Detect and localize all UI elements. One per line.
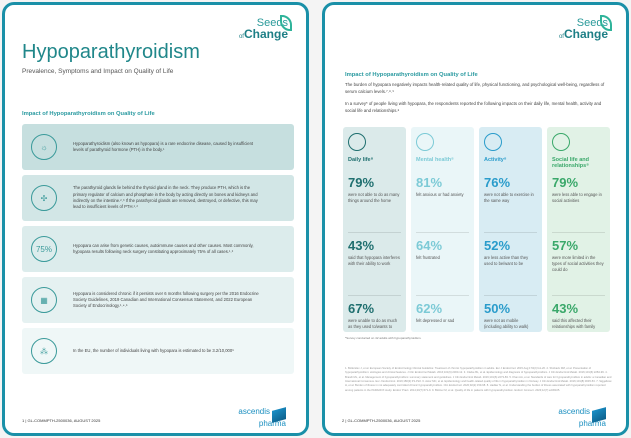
- logo-line2: Change: [243, 26, 288, 41]
- stat-description: were unable to do as much as they used t…: [348, 318, 398, 330]
- percent-icon: 75%: [31, 236, 57, 262]
- impact-column: Activity⁸ 76% were not able to exercise in…: [479, 127, 542, 332]
- stat-description: were less able to engage in social activ…: [552, 192, 602, 204]
- card-text: The parathyroid glands lie behind the th…: [73, 185, 258, 210]
- logo-of: of: [238, 33, 244, 40]
- stat: 67% were unable to do as much as they use…: [348, 301, 401, 359]
- column-label: Mental health⁸: [416, 157, 454, 163]
- column-label: Daily life⁸: [348, 157, 374, 163]
- ascendis-pharma-logo: ascendis pharma: [558, 407, 606, 429]
- survey-footnote: *Survey conducted on 42 adults with hypo…: [345, 336, 422, 340]
- stat: 50% were not as mobile (including ability…: [484, 301, 537, 359]
- lightbulb-icon: ☼: [31, 134, 57, 160]
- impact-column: Daily life⁸ 79% were not able to do as man…: [343, 127, 406, 332]
- stat-percent: 64%: [416, 238, 443, 253]
- stat-description: were not able to do as many things aroun…: [348, 192, 400, 204]
- logo-line1: Seeds: [576, 17, 608, 29]
- page-title: Hypoparathyroidism: [22, 41, 200, 63]
- impact-column: Mental health⁸ 81% felt anxious or had anx…: [411, 127, 474, 332]
- stat: 76% were not able to exercise in the same…: [484, 175, 537, 233]
- card-text: Hypoparathyroidism (also known as hypopa…: [73, 140, 254, 152]
- person-at-desk-icon: [348, 133, 366, 151]
- intro-paragraph: The burden of hypopara negatively impact…: [345, 82, 605, 94]
- stat-description: felt depressed or sad: [416, 318, 455, 323]
- info-card: ▦ Hypopara is considered chronic if it pe…: [22, 277, 294, 323]
- eu-stars-icon: ⁂: [31, 338, 57, 364]
- leaf-icon: [280, 15, 292, 31]
- section-heading: Impact of Hypoparathyroidism on Quality …: [22, 111, 155, 117]
- stat-percent: 76%: [484, 175, 511, 190]
- stat-percent: 52%: [484, 238, 511, 253]
- column-label: Activity⁸: [484, 157, 507, 163]
- info-card: ⁂ In the EU, the number of individuals li…: [22, 328, 294, 374]
- seeds-of-change-logo: Seeds ofChange: [236, 15, 292, 41]
- info-card: 75% Hypopara can arise from genetic cause…: [22, 226, 294, 272]
- survey-paragraph: In a survey* of people living with hypop…: [345, 101, 602, 113]
- logo-of: of: [558, 33, 564, 40]
- stat-description: felt anxious or had anxiety: [416, 192, 464, 197]
- page-1: Seeds ofChange Hypoparathyroidism Prevale…: [2, 2, 309, 436]
- ascendis-pharma-logo: ascendis pharma: [238, 407, 286, 429]
- page-footer: 2 | GL-COMMPTH-2500036, AUGUST 2025: [342, 418, 421, 423]
- card-text: Hypopara can arise from genetic causes, …: [73, 242, 254, 254]
- calendar-icon: ▦: [31, 287, 57, 313]
- stat: 52% are less active than they used to be/…: [484, 238, 537, 296]
- leaf-icon: [600, 15, 612, 31]
- column-label: Social life and relationships⁸: [552, 157, 589, 169]
- logo-line1: Seeds: [256, 17, 288, 29]
- body-icon: [484, 133, 502, 151]
- info-card: ☼ Hypoparathyroidism (also known as hypop…: [22, 124, 294, 170]
- seeds-of-change-logo: Seeds ofChange: [556, 15, 612, 41]
- stat-percent: 62%: [416, 301, 443, 316]
- section-heading: Impact of Hypoparathyroidism on Quality …: [345, 72, 478, 78]
- stat: 64% felt frustrated: [416, 238, 469, 296]
- references: 1. Bollerslev J, et al. European Society…: [345, 367, 612, 392]
- stat: 62% felt depressed or sad: [416, 301, 469, 359]
- head-brain-icon: [416, 133, 434, 151]
- stat-percent: 67%: [348, 301, 375, 316]
- stat: 43% said this affected their relationship…: [552, 301, 605, 359]
- stat: 81% felt anxious or had anxiety: [416, 175, 469, 233]
- stat-description: were more limited in the types of social…: [552, 255, 604, 273]
- brand-line1: ascendis: [238, 407, 270, 417]
- page-subtitle: Prevalence, Symptoms and Impact on Quali…: [22, 68, 174, 75]
- heart-icon: [552, 133, 570, 151]
- impact-column: Social life and relationships⁸ 79% were le…: [547, 127, 610, 332]
- stat-percent: 50%: [484, 301, 511, 316]
- stat-percent: 79%: [348, 175, 375, 190]
- stat-description: said this affected their relationships w…: [552, 318, 596, 330]
- brand-line1: ascendis: [558, 407, 590, 417]
- stat-percent: 81%: [416, 175, 443, 190]
- thyroid-icon: ✣: [31, 185, 57, 211]
- brand-line2: pharma: [578, 419, 606, 429]
- card-text: Hypopara is considered chronic if it per…: [73, 290, 259, 309]
- stat: 79% were not able to do as many things ar…: [348, 175, 401, 233]
- logo-line2: Change: [563, 26, 608, 41]
- stat: 79% were less able to engage in social ac…: [552, 175, 605, 233]
- stat-description: are less active than they used to be/wan…: [484, 255, 529, 267]
- stat-percent: 43%: [348, 238, 375, 253]
- page-2: Seeds ofChange Impact of Hypoparathyroidi…: [322, 2, 629, 436]
- stat-percent: 57%: [552, 238, 579, 253]
- stat-description: were not as mobile (including ability to…: [484, 318, 529, 330]
- stat: 43% said that hypopara interferes with th…: [348, 238, 401, 296]
- stat-percent: 43%: [552, 301, 579, 316]
- brand-line2: pharma: [258, 419, 286, 429]
- info-card: ✣ The parathyroid glands lie behind the t…: [22, 175, 294, 221]
- page-footer: 1 | GL-COMMPTH-2500036, AUGUST 2025: [22, 418, 101, 423]
- stat-description: felt frustrated: [416, 255, 440, 260]
- stat-percent: 79%: [552, 175, 579, 190]
- stat: 57% were more limited in the types of soc…: [552, 238, 605, 296]
- card-text: In the EU, the number of individuals liv…: [73, 347, 234, 353]
- stat-description: were not able to exercise in the same wa…: [484, 192, 534, 204]
- stat-description: said that hypopara interferes with their…: [348, 255, 400, 267]
